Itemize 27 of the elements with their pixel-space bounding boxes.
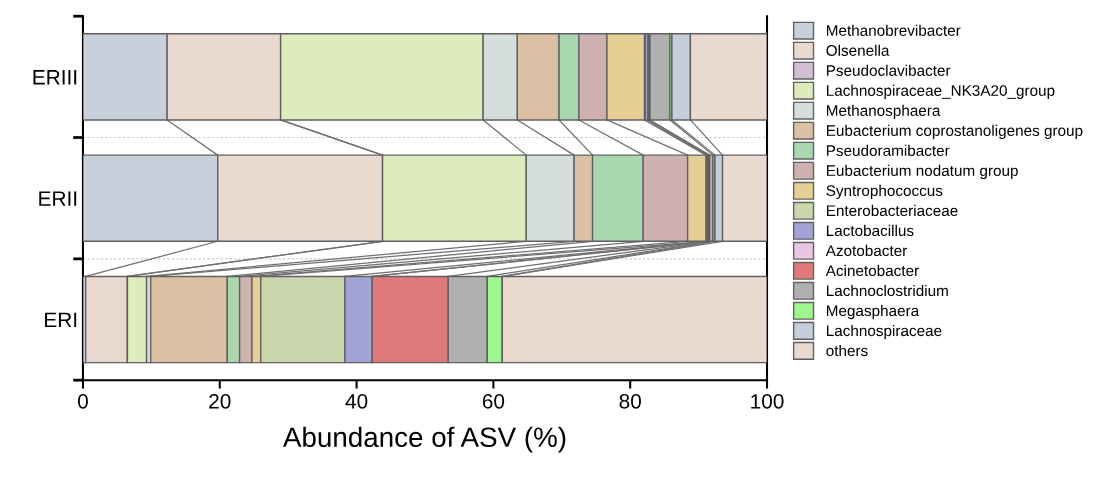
- legend-label: Azotobacter: [825, 244, 907, 257]
- legend-label: Syntrophococcus: [826, 184, 943, 200]
- legend-label: Methanobrevibacter: [826, 24, 961, 36]
- legend-label: Megasphaera: [826, 304, 920, 320]
- legend-label: Enterobacteriaceae: [826, 204, 958, 217]
- legend-label: Eubacterium coprostanoligenes group: [826, 124, 1083, 140]
- x-tick-label: 80: [619, 393, 641, 409]
- legend-label: Lactobacillus: [826, 224, 914, 237]
- legend-label: Methanosphaera: [826, 104, 941, 119]
- y-tick-label: ERII: [39, 191, 77, 206]
- x-tick-label: 60: [482, 393, 505, 409]
- x-tick-label: 20: [209, 393, 231, 409]
- legend-label: Eubacterium nodatum group: [826, 164, 1018, 180]
- y-tick-label: ERIII: [33, 70, 77, 85]
- legend-label: Lachnoclostridium: [826, 284, 948, 297]
- x-tick-label: 40: [345, 393, 368, 409]
- y-tick-label: ERI: [45, 312, 77, 328]
- x-axis-title: Abundance of ASV (%): [282, 426, 566, 453]
- x-tick-label: 0: [77, 393, 88, 409]
- legend-label: Pseudoclavibacter: [826, 64, 951, 76]
- legend-label: Lachnospiraceae_NK3A20_group: [826, 84, 1055, 99]
- legend-label: others: [826, 344, 868, 357]
- legend-label: Pseudoramibacter: [826, 144, 950, 157]
- legend-label: Acinetobacter: [825, 264, 919, 277]
- legend-label: Olsenella: [826, 44, 890, 56]
- legend-label: Lachnospiraceae: [826, 324, 942, 340]
- x-tick-label: 100: [751, 393, 784, 409]
